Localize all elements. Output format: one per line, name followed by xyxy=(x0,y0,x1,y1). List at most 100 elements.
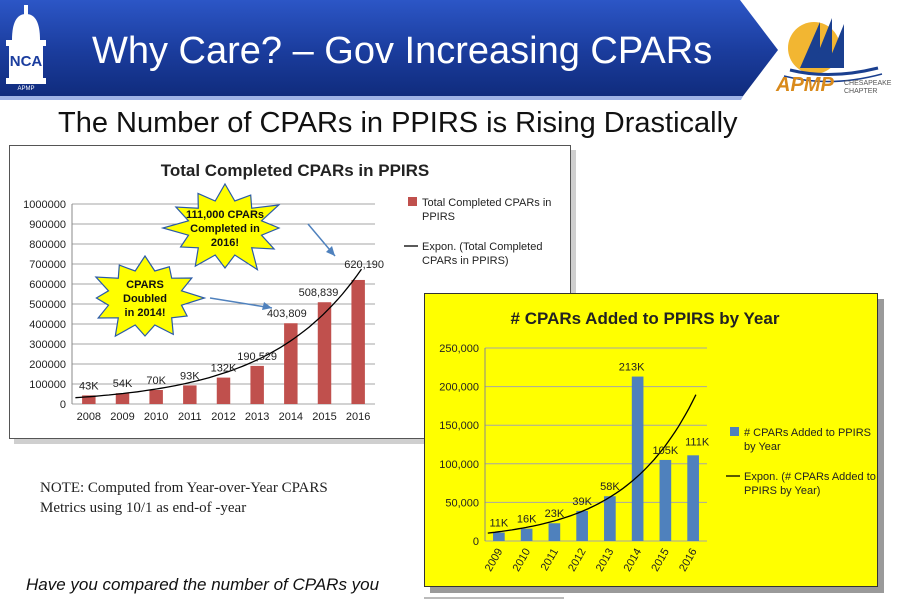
y-tick-label: 600000 xyxy=(29,279,66,291)
logo-left-subtext: APMP xyxy=(17,86,34,92)
x-tick-label: 2013 xyxy=(594,547,617,574)
bar xyxy=(548,523,561,541)
callout-text: Completed in xyxy=(190,223,260,235)
chart-total-cpars-svg: Total Completed CPARs in PPIRS 0 100000 200… xyxy=(23,161,551,423)
slide-subtitle: The Number of CPARs in PPIRS is Rising D… xyxy=(58,107,738,139)
data-label: 16K xyxy=(517,514,537,526)
data-label: 190,529 xyxy=(237,351,277,363)
nca-logo: NCA APMP xyxy=(6,5,46,92)
callout-text: Doubled xyxy=(123,293,167,305)
y-tick-label: 50,000 xyxy=(445,497,479,509)
callout-text: in 2014! xyxy=(125,307,166,319)
callout-text: CPARS xyxy=(126,279,164,291)
legend-trend-label: CPARs in PPIRS) xyxy=(422,255,509,267)
legend-swatch xyxy=(408,197,417,206)
callout-starburst xyxy=(160,182,281,271)
bar xyxy=(82,395,96,404)
x-tick-label: 2010 xyxy=(144,411,168,423)
x-tick-label: 2014 xyxy=(622,547,645,574)
data-label: 11K xyxy=(489,518,508,530)
x-tick-label: 2008 xyxy=(77,411,101,423)
data-label: 105K xyxy=(653,445,679,457)
chart-cpars-added: # CPARs Added to PPIRS by Year 0 50,000 100… xyxy=(424,293,878,587)
y-tick-label: 500000 xyxy=(29,299,66,311)
y-tick-label: 700000 xyxy=(29,259,66,271)
data-label: 508,839 xyxy=(299,287,339,299)
data-label: 403,809 xyxy=(267,308,307,320)
data-label: 43K xyxy=(79,380,99,392)
bar xyxy=(576,510,588,541)
legend-swatch xyxy=(730,427,739,436)
bar xyxy=(284,323,298,404)
bar xyxy=(115,393,130,404)
x-tick-label: 2012 xyxy=(566,547,589,574)
y-tick-label: 100000 xyxy=(29,379,66,391)
callout-arrowhead xyxy=(326,246,335,256)
page-title: Why Care? – Gov Increasing CPARs xyxy=(92,30,713,72)
y-tick-label: 0 xyxy=(473,536,479,548)
y-tick-label: 250,000 xyxy=(439,343,479,355)
bar xyxy=(250,365,264,404)
data-label: 132K xyxy=(211,363,237,375)
chart-title: Total Completed CPARs in PPIRS xyxy=(161,161,430,180)
apmp-brand: APMP xyxy=(776,74,834,96)
chart-cpars-added-svg: # CPARs Added to PPIRS by Year 0 50,000 100… xyxy=(439,309,876,574)
x-tick-label: 2009 xyxy=(483,547,506,574)
bar xyxy=(317,302,332,404)
x-tick-label: 2011 xyxy=(539,547,561,573)
bar xyxy=(149,390,163,404)
x-tick-label: 2012 xyxy=(211,411,235,423)
x-tick-label: 2011 xyxy=(178,411,202,423)
bar xyxy=(520,528,533,541)
data-label: 93K xyxy=(180,370,200,382)
legend-label: by Year xyxy=(744,441,781,453)
callout-text: 2016! xyxy=(211,237,239,249)
legend-trend-label: PPIRS by Year) xyxy=(744,485,820,497)
y-tick-label: 150,000 xyxy=(439,420,479,432)
data-label: 58K xyxy=(600,481,620,493)
logo-left-text: NCA xyxy=(10,53,43,70)
y-tick-label: 200000 xyxy=(29,359,66,371)
data-label: 39K xyxy=(572,496,592,508)
computation-note: NOTE: Computed from Year-over-Year CPARS… xyxy=(40,480,328,516)
data-label: 213K xyxy=(619,362,645,374)
y-tick-label: 300000 xyxy=(29,339,66,351)
callout-text: 111,000 CPARs xyxy=(186,209,264,221)
legend-label: # CPARs Added to PPIRS xyxy=(744,427,871,439)
y-tick-label: 200,000 xyxy=(439,382,479,394)
bar xyxy=(493,532,505,541)
data-label: 70K xyxy=(146,375,166,387)
chart-total-cpars: Total Completed CPARs in PPIRS 0 100000 200… xyxy=(9,145,571,439)
y-tick-label: 1000000 xyxy=(23,199,66,211)
bar xyxy=(604,496,616,541)
x-tick-label: 2015 xyxy=(649,547,672,574)
data-label: 620,190 xyxy=(344,259,384,271)
x-tick-label: 2014 xyxy=(279,411,303,423)
title-banner xyxy=(0,0,778,100)
bar xyxy=(216,377,231,404)
bar xyxy=(183,385,197,404)
bar xyxy=(687,455,699,541)
legend-trend-label: Expon. (Total Completed xyxy=(422,241,542,253)
trendline xyxy=(75,268,363,399)
x-tick-label: 2010 xyxy=(511,547,534,574)
y-tick-label: 800000 xyxy=(29,239,66,251)
x-tick-label: 2013 xyxy=(245,411,269,423)
callout-arrow xyxy=(209,297,273,309)
x-tick-label: 2016 xyxy=(346,411,370,423)
y-tick-label: 100,000 xyxy=(439,459,479,471)
callout-starburst xyxy=(94,254,207,338)
x-tick-label: 2015 xyxy=(312,411,336,423)
divider xyxy=(424,597,564,599)
data-label: 23K xyxy=(545,508,565,520)
y-tick-label: 900000 xyxy=(29,219,66,231)
trendline xyxy=(487,394,697,534)
callout-arrowhead xyxy=(262,302,272,310)
bottom-question: Have you compared the number of CPARs yo… xyxy=(26,575,380,594)
chart-title: # CPARs Added to PPIRS by Year xyxy=(511,309,780,328)
legend-label: Total Completed CPARs in xyxy=(422,197,551,209)
chapter-name: CHESAPEAKE CHAPTER xyxy=(844,80,892,95)
bar xyxy=(631,376,644,541)
bar xyxy=(351,279,365,404)
data-label: 111K xyxy=(685,436,710,448)
